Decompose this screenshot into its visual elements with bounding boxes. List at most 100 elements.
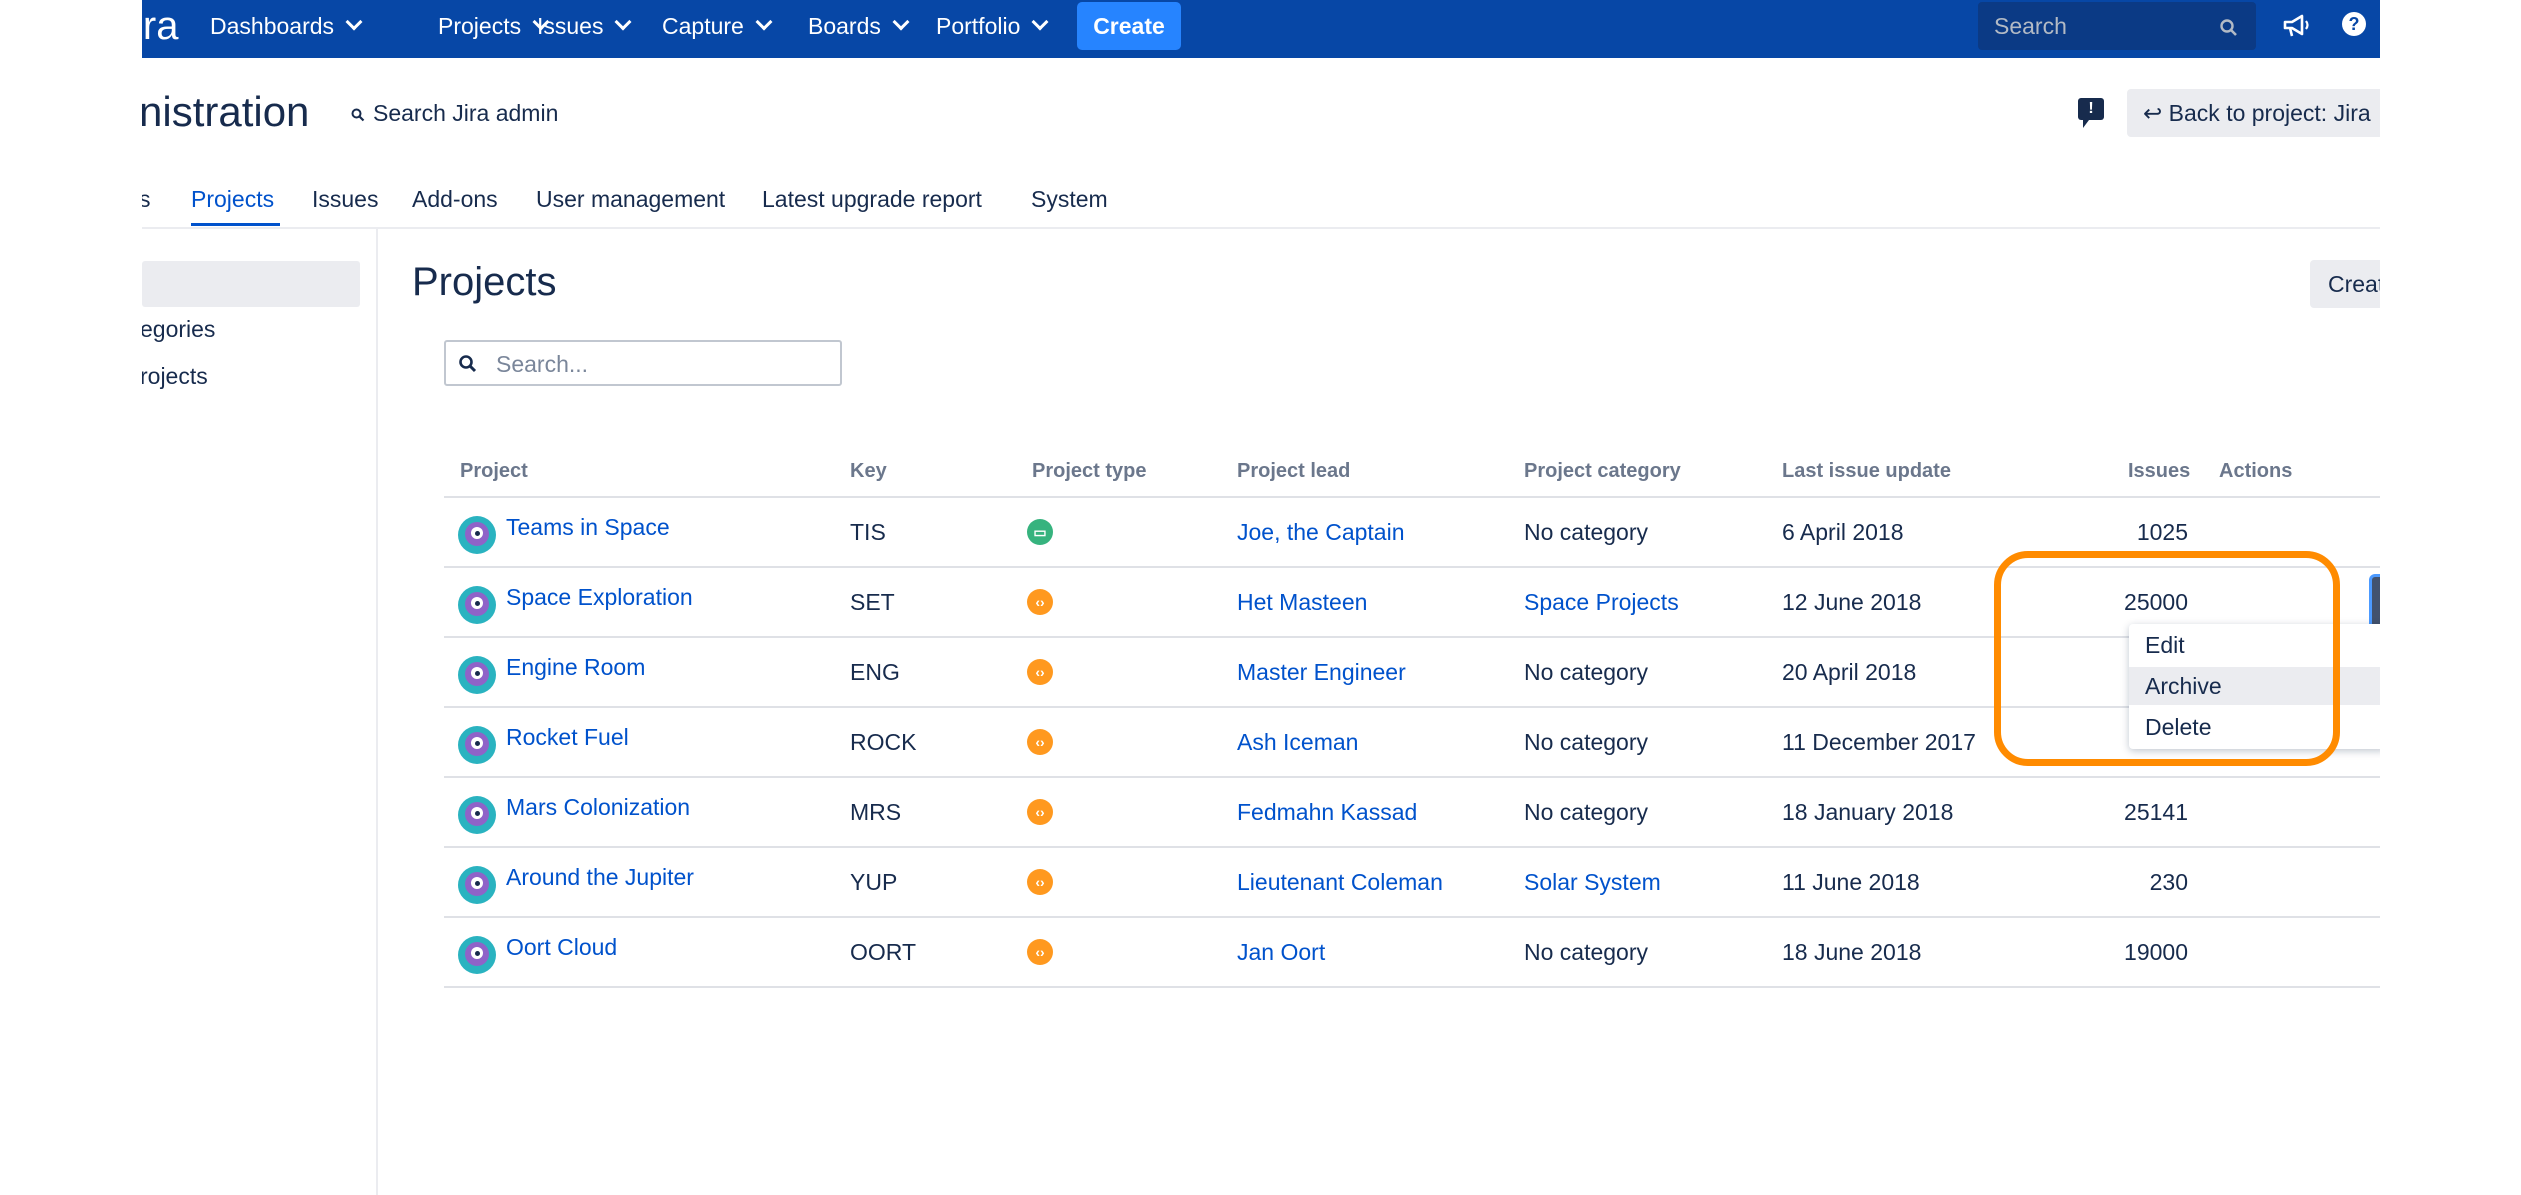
column-header-last-issue-update[interactable]: Last issue update	[1782, 460, 1951, 482]
jira-admin-viewport: ira Dashboards Projects Issues Capture B…	[142, 0, 2380, 1195]
issue-count: 230	[2149, 869, 2188, 895]
tab-add-ons[interactable]: Add-ons	[412, 186, 498, 212]
project-avatar	[458, 866, 496, 904]
project-name-link[interactable]: Oort Cloud	[506, 934, 618, 960]
project-lead-link[interactable]: Joe, the Captain	[1237, 519, 1405, 545]
project-name-link[interactable]: Around the Jupiter	[506, 864, 694, 890]
project-key: SET	[850, 589, 895, 615]
issue-count: 25141	[2124, 799, 2188, 825]
sidebar-divider	[376, 229, 378, 1195]
menu-item-archive[interactable]: Archive	[2129, 667, 2380, 705]
last-issue-update: 6 April 2018	[1782, 519, 1904, 545]
chevron-down-icon	[1031, 13, 1049, 31]
column-header-project-type[interactable]: Project type	[1032, 460, 1147, 482]
megaphone-icon[interactable]	[2282, 13, 2310, 39]
chevron-down-icon	[755, 13, 773, 31]
nav-boards[interactable]: Boards	[808, 0, 910, 52]
table-header-divider	[444, 496, 2380, 498]
table-row: Engine Room ENG ‹› Master Engineer No ca…	[444, 638, 2380, 708]
project-avatar	[458, 656, 496, 694]
column-header-project-category[interactable]: Project category	[1524, 460, 1681, 482]
column-header-project[interactable]: Project	[460, 460, 528, 482]
search-jira-admin-link[interactable]: Search Jira admin	[351, 100, 558, 127]
nav-portfolio[interactable]: Portfolio	[936, 0, 1049, 52]
help-icon[interactable]: ?	[2342, 12, 2366, 36]
column-header-issues[interactable]: Issues	[2128, 460, 2191, 482]
last-issue-update: 11 December 2017	[1782, 729, 1976, 755]
tab-latest-upgrade-report[interactable]: Latest upgrade report	[762, 186, 982, 212]
last-issue-update: 11 June 2018	[1782, 869, 1920, 895]
table-row: Teams in Space TIS ▭ Joe, the Captain No…	[444, 498, 2380, 568]
table-row: Oort Cloud OORT ‹› Jan Oort No category …	[444, 918, 2380, 988]
table-row: Around the Jupiter YUP ‹› Lieutenant Col…	[444, 848, 2380, 918]
project-key: ROCK	[850, 729, 917, 755]
column-header-project-lead[interactable]: Project lead	[1237, 460, 1351, 482]
tab-projects[interactable]: Projects	[191, 186, 275, 212]
project-lead-link[interactable]: Lieutenant Coleman	[1237, 869, 1443, 895]
issue-count: 1025	[2136, 519, 2188, 545]
page-title: Projects	[412, 260, 557, 304]
tab-user-management[interactable]: User management	[536, 186, 726, 212]
project-lead-link[interactable]: Master Engineer	[1237, 659, 1406, 685]
table-row: Rocket Fuel ROCK ‹› Ash Iceman No catego…	[444, 708, 2380, 778]
project-lead-link[interactable]: Ash Iceman	[1237, 729, 1359, 755]
project-avatar	[458, 936, 496, 974]
project-avatar	[458, 726, 496, 764]
project-name-link[interactable]: Mars Colonization	[506, 794, 691, 820]
chevron-down-icon	[614, 13, 632, 31]
sidebar-item-projects-selected[interactable]	[142, 261, 360, 307]
feedback-icon[interactable]: !	[2078, 98, 2104, 128]
search-icon	[351, 108, 365, 122]
back-to-project-button[interactable]: ↩ Back to project: Jira	[2127, 89, 2380, 137]
sidebar-item-archived-projects[interactable]: rojects	[142, 363, 208, 389]
project-category: No category	[1524, 729, 1649, 755]
project-lead-link[interactable]: Fedmahn Kassad	[1237, 799, 1418, 825]
project-category-link[interactable]: Solar System	[1524, 869, 1661, 895]
project-search-field[interactable]	[444, 340, 842, 386]
software-icon: ‹›	[1027, 659, 1053, 685]
more-actions-button-open[interactable]: ···	[2372, 577, 2380, 627]
global-search-input[interactable]: Search	[1978, 2, 2256, 50]
project-category: No category	[1524, 939, 1649, 965]
create-issue-button[interactable]: Create	[1077, 2, 1181, 50]
chevron-down-icon	[892, 13, 910, 31]
tab-system[interactable]: System	[1031, 186, 1108, 212]
tab-applications[interactable]: s	[142, 186, 151, 212]
menu-item-delete[interactable]: Delete	[2145, 714, 2212, 740]
project-search-input[interactable]	[494, 348, 828, 380]
column-header-key[interactable]: Key	[850, 460, 887, 482]
software-icon: ‹›	[1027, 729, 1053, 755]
project-category: No category	[1524, 799, 1649, 825]
project-name-link[interactable]: Teams in Space	[506, 514, 670, 540]
tabs-divider	[142, 227, 2380, 229]
project-key: OORT	[850, 939, 917, 965]
actions-dropdown-menu: Edit Archive Delete	[2129, 624, 2380, 749]
software-icon: ‹›	[1027, 869, 1053, 895]
nav-dashboards[interactable]: Dashboards	[210, 0, 363, 52]
last-issue-update: 18 January 2018	[1782, 799, 1954, 825]
software-icon: ‹›	[1027, 589, 1053, 615]
nav-capture[interactable]: Capture	[662, 0, 773, 52]
menu-item-edit[interactable]: Edit	[2145, 632, 2185, 658]
project-category-link[interactable]: Space Projects	[1524, 589, 1679, 615]
project-name-link[interactable]: Engine Room	[506, 654, 646, 680]
project-name-link[interactable]: Rocket Fuel	[506, 724, 629, 750]
nav-issues[interactable]: Issues	[537, 0, 632, 52]
project-lead-link[interactable]: Het Masteen	[1237, 589, 1368, 615]
admin-page-title: nistration	[142, 88, 310, 135]
nav-projects[interactable]: Projects	[438, 0, 550, 52]
jira-logo[interactable]: ira	[142, 4, 179, 48]
issue-count: 19000	[2124, 939, 2188, 965]
create-project-button[interactable]: Creat	[2310, 260, 2380, 308]
project-key: MRS	[850, 799, 902, 825]
project-name-link[interactable]: Space Exploration	[506, 584, 693, 610]
search-icon	[2220, 19, 2237, 36]
last-issue-update: 12 June 2018	[1782, 589, 1922, 615]
tab-issues[interactable]: Issues	[312, 186, 379, 212]
project-category: No category	[1524, 659, 1649, 685]
project-avatar	[458, 516, 496, 554]
back-arrow-icon: ↩	[2143, 100, 2169, 126]
sidebar-item-project-categories[interactable]: egories	[142, 316, 216, 342]
last-issue-update: 18 June 2018	[1782, 939, 1922, 965]
project-lead-link[interactable]: Jan Oort	[1237, 939, 1326, 965]
